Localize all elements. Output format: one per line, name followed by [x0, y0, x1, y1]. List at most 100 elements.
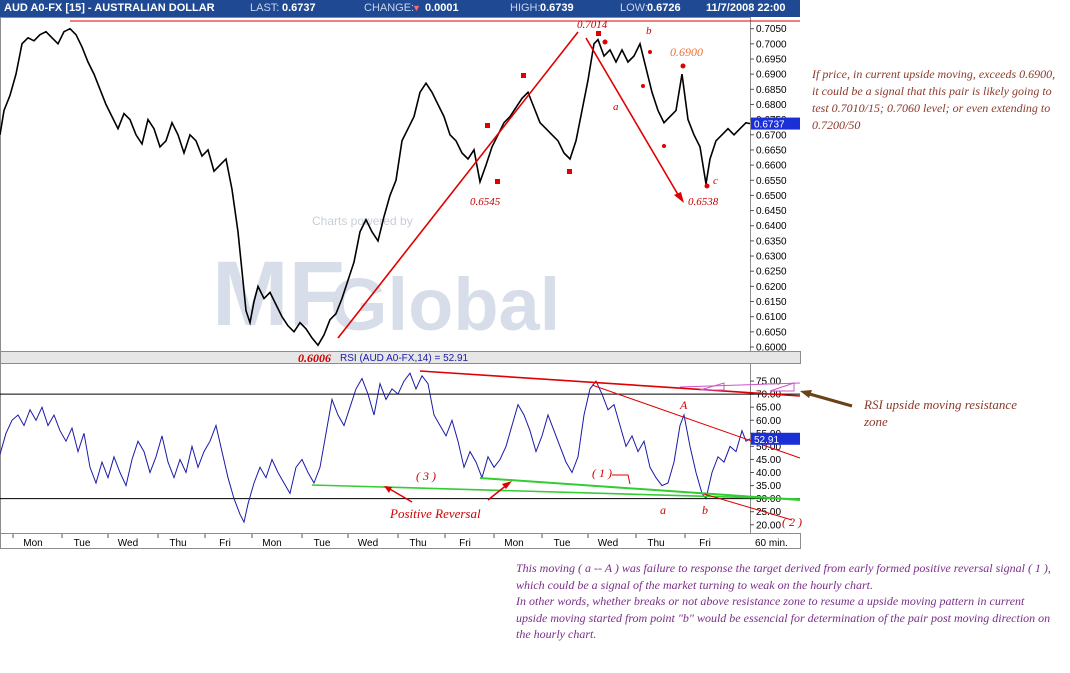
wave-dot [662, 144, 666, 148]
price-tick-label: 0.6300 [756, 252, 787, 263]
wave-marker [567, 169, 572, 174]
rsi-tick-label: 30.00 [756, 494, 781, 505]
watermark-logo-global: Global [330, 263, 560, 346]
reversal-arrowhead [384, 486, 392, 493]
wave-marker [596, 31, 601, 36]
rsi-resistance-zone-top [679, 382, 801, 388]
x-axis-bar [0, 533, 801, 549]
x-day-label: Mon [504, 538, 523, 549]
rsi-tick-label: 40.00 [756, 468, 781, 479]
x-day-label: Mon [23, 538, 42, 549]
wave-dot [641, 84, 645, 88]
x-unit-label: 60 min. [755, 538, 788, 549]
price-tick-label: 0.6250 [756, 267, 787, 278]
rsi-support-green-2 [479, 477, 801, 501]
rsi-resistance-line-1 [419, 370, 801, 397]
rsi-zone-arrow [769, 382, 795, 392]
reversal-arrow [387, 487, 413, 503]
label-rsi-1: ( 1 ) [592, 466, 612, 480]
label-0.7014: 0.7014 [577, 19, 608, 31]
price-tick-label: 0.6000 [756, 343, 787, 354]
x-day-label: Tue [554, 538, 571, 549]
x-day-label: Wed [358, 538, 378, 549]
label-0.6900: 0.6900 [670, 45, 703, 59]
label-wave-b: b [646, 25, 652, 37]
label-rsi-3: ( 3 ) [416, 469, 436, 483]
price-tick-label: 0.7000 [756, 39, 787, 50]
wave-dot [704, 183, 710, 189]
rsi-title: RSI (AUD A0-FX,14) = 52.91 [340, 353, 469, 364]
label-0.6545: 0.6545 [470, 196, 501, 208]
analysis-note-p1: This moving ( a -- A ) was failure to re… [516, 561, 1051, 592]
rsi-panel-frame [0, 363, 751, 534]
rsi-1-bracket [612, 474, 631, 485]
rsi-zone-pointer [805, 391, 853, 408]
rsi-support-green-1 [311, 484, 801, 500]
wave-marker [495, 179, 500, 184]
watermark-credit: Charts powered by [312, 214, 413, 228]
price-tick-label: 0.6200 [756, 282, 787, 293]
label-rsi-2: ( 2 ) [782, 515, 802, 529]
rsi-tick-label: 20.00 [756, 520, 781, 531]
downtrend-arrow-line [585, 37, 681, 199]
price-tick-label: 0.6150 [756, 297, 787, 308]
label-wave-c: c [713, 175, 718, 187]
rsi-annotations: Positive Reversal ( 3 ) ( 1 ) ( 2 ) A a … [311, 370, 853, 529]
x-day-label: Thu [409, 538, 426, 549]
price-tick-label: 0.6100 [756, 312, 787, 323]
forecast-note: If price, in current upside moving, exce… [812, 67, 1056, 132]
high-value: 0.6739 [540, 2, 574, 14]
label-rsi-b: b [702, 503, 708, 517]
x-day-label: Fri [699, 538, 711, 549]
price-tick-label: 0.6800 [756, 100, 787, 111]
change-label: CHANGE: [364, 2, 415, 14]
rsi-zone-arrow [699, 382, 725, 391]
price-annotations: 0.6006 0.6545 0.7014 0.6538 0.6900 a b c [70, 19, 800, 365]
change-down-arrow-icon: ▼ [412, 3, 421, 13]
price-current-value: 0.6737 [754, 120, 785, 131]
rsi-zone-pointer-head [800, 390, 812, 398]
rsi-current-value: 52.91 [754, 435, 779, 446]
reversal-arrowhead [502, 481, 512, 489]
wave-dot [602, 39, 608, 45]
price-tick-label: 0.6950 [756, 54, 787, 65]
label-0.6538: 0.6538 [688, 196, 719, 208]
x-day-label: Mon [262, 538, 281, 549]
x-day-label: Tue [314, 538, 331, 549]
x-day-label: Fri [459, 538, 471, 549]
price-tick-label: 0.6900 [756, 70, 787, 81]
label-positive-reversal: Positive Reversal [389, 506, 481, 521]
downtrend-arrowhead [674, 192, 684, 203]
x-day-label: Wed [598, 538, 618, 549]
price-tick-label: 0.6550 [756, 176, 787, 187]
price-tick-label: 0.6350 [756, 236, 787, 247]
x-day-label: Tue [74, 538, 91, 549]
rsi-tick-label: 75.00 [756, 377, 781, 388]
price-series-line [0, 27, 751, 347]
price-current-marker: 0.6737 [751, 117, 800, 131]
header-datetime: 11/7/2008 22:00 [706, 2, 786, 14]
chart-header: AUD A0-FX [15] - AUSTRALIAN DOLLAR LAST:… [0, 0, 800, 17]
uptrend-arrow-line [337, 31, 579, 339]
x-axis-labels: Mon Tue Wed Thu Fri Mon Tue Wed Thu Fri Mon Tue Wed T… [12, 534, 788, 549]
rsi-current-marker: 52.91 [751, 432, 800, 446]
rsi-breakdown-line [703, 493, 793, 521]
analysis-note: This moving ( a -- A ) was failure to re… [516, 560, 1056, 643]
price-tick-label: 0.6600 [756, 161, 787, 172]
wave-dot [680, 63, 686, 69]
symbol-title: AUD A0-FX [15] - AUSTRALIAN DOLLAR [4, 2, 215, 14]
low-value: 0.6726 [647, 2, 681, 14]
rsi-y-axis: 75.0070.0065.0060.0055.0050.0045.0040.00… [750, 377, 781, 531]
x-day-label: Thu [169, 538, 186, 549]
rsi-resistance-line-2 [591, 384, 801, 459]
rsi-guide-lines [0, 393, 800, 500]
analysis-note-p2: In other words, whether breaks or not ab… [516, 594, 1051, 641]
x-day-label: Fri [219, 538, 231, 549]
price-tick-label: 0.6050 [756, 327, 787, 338]
price-tick-label: 0.6850 [756, 85, 787, 96]
x-day-label: Thu [647, 538, 664, 549]
rsi-tick-label: 35.00 [756, 481, 781, 492]
change-value: 0.0001 [425, 2, 459, 14]
last-label: LAST: [250, 2, 280, 14]
